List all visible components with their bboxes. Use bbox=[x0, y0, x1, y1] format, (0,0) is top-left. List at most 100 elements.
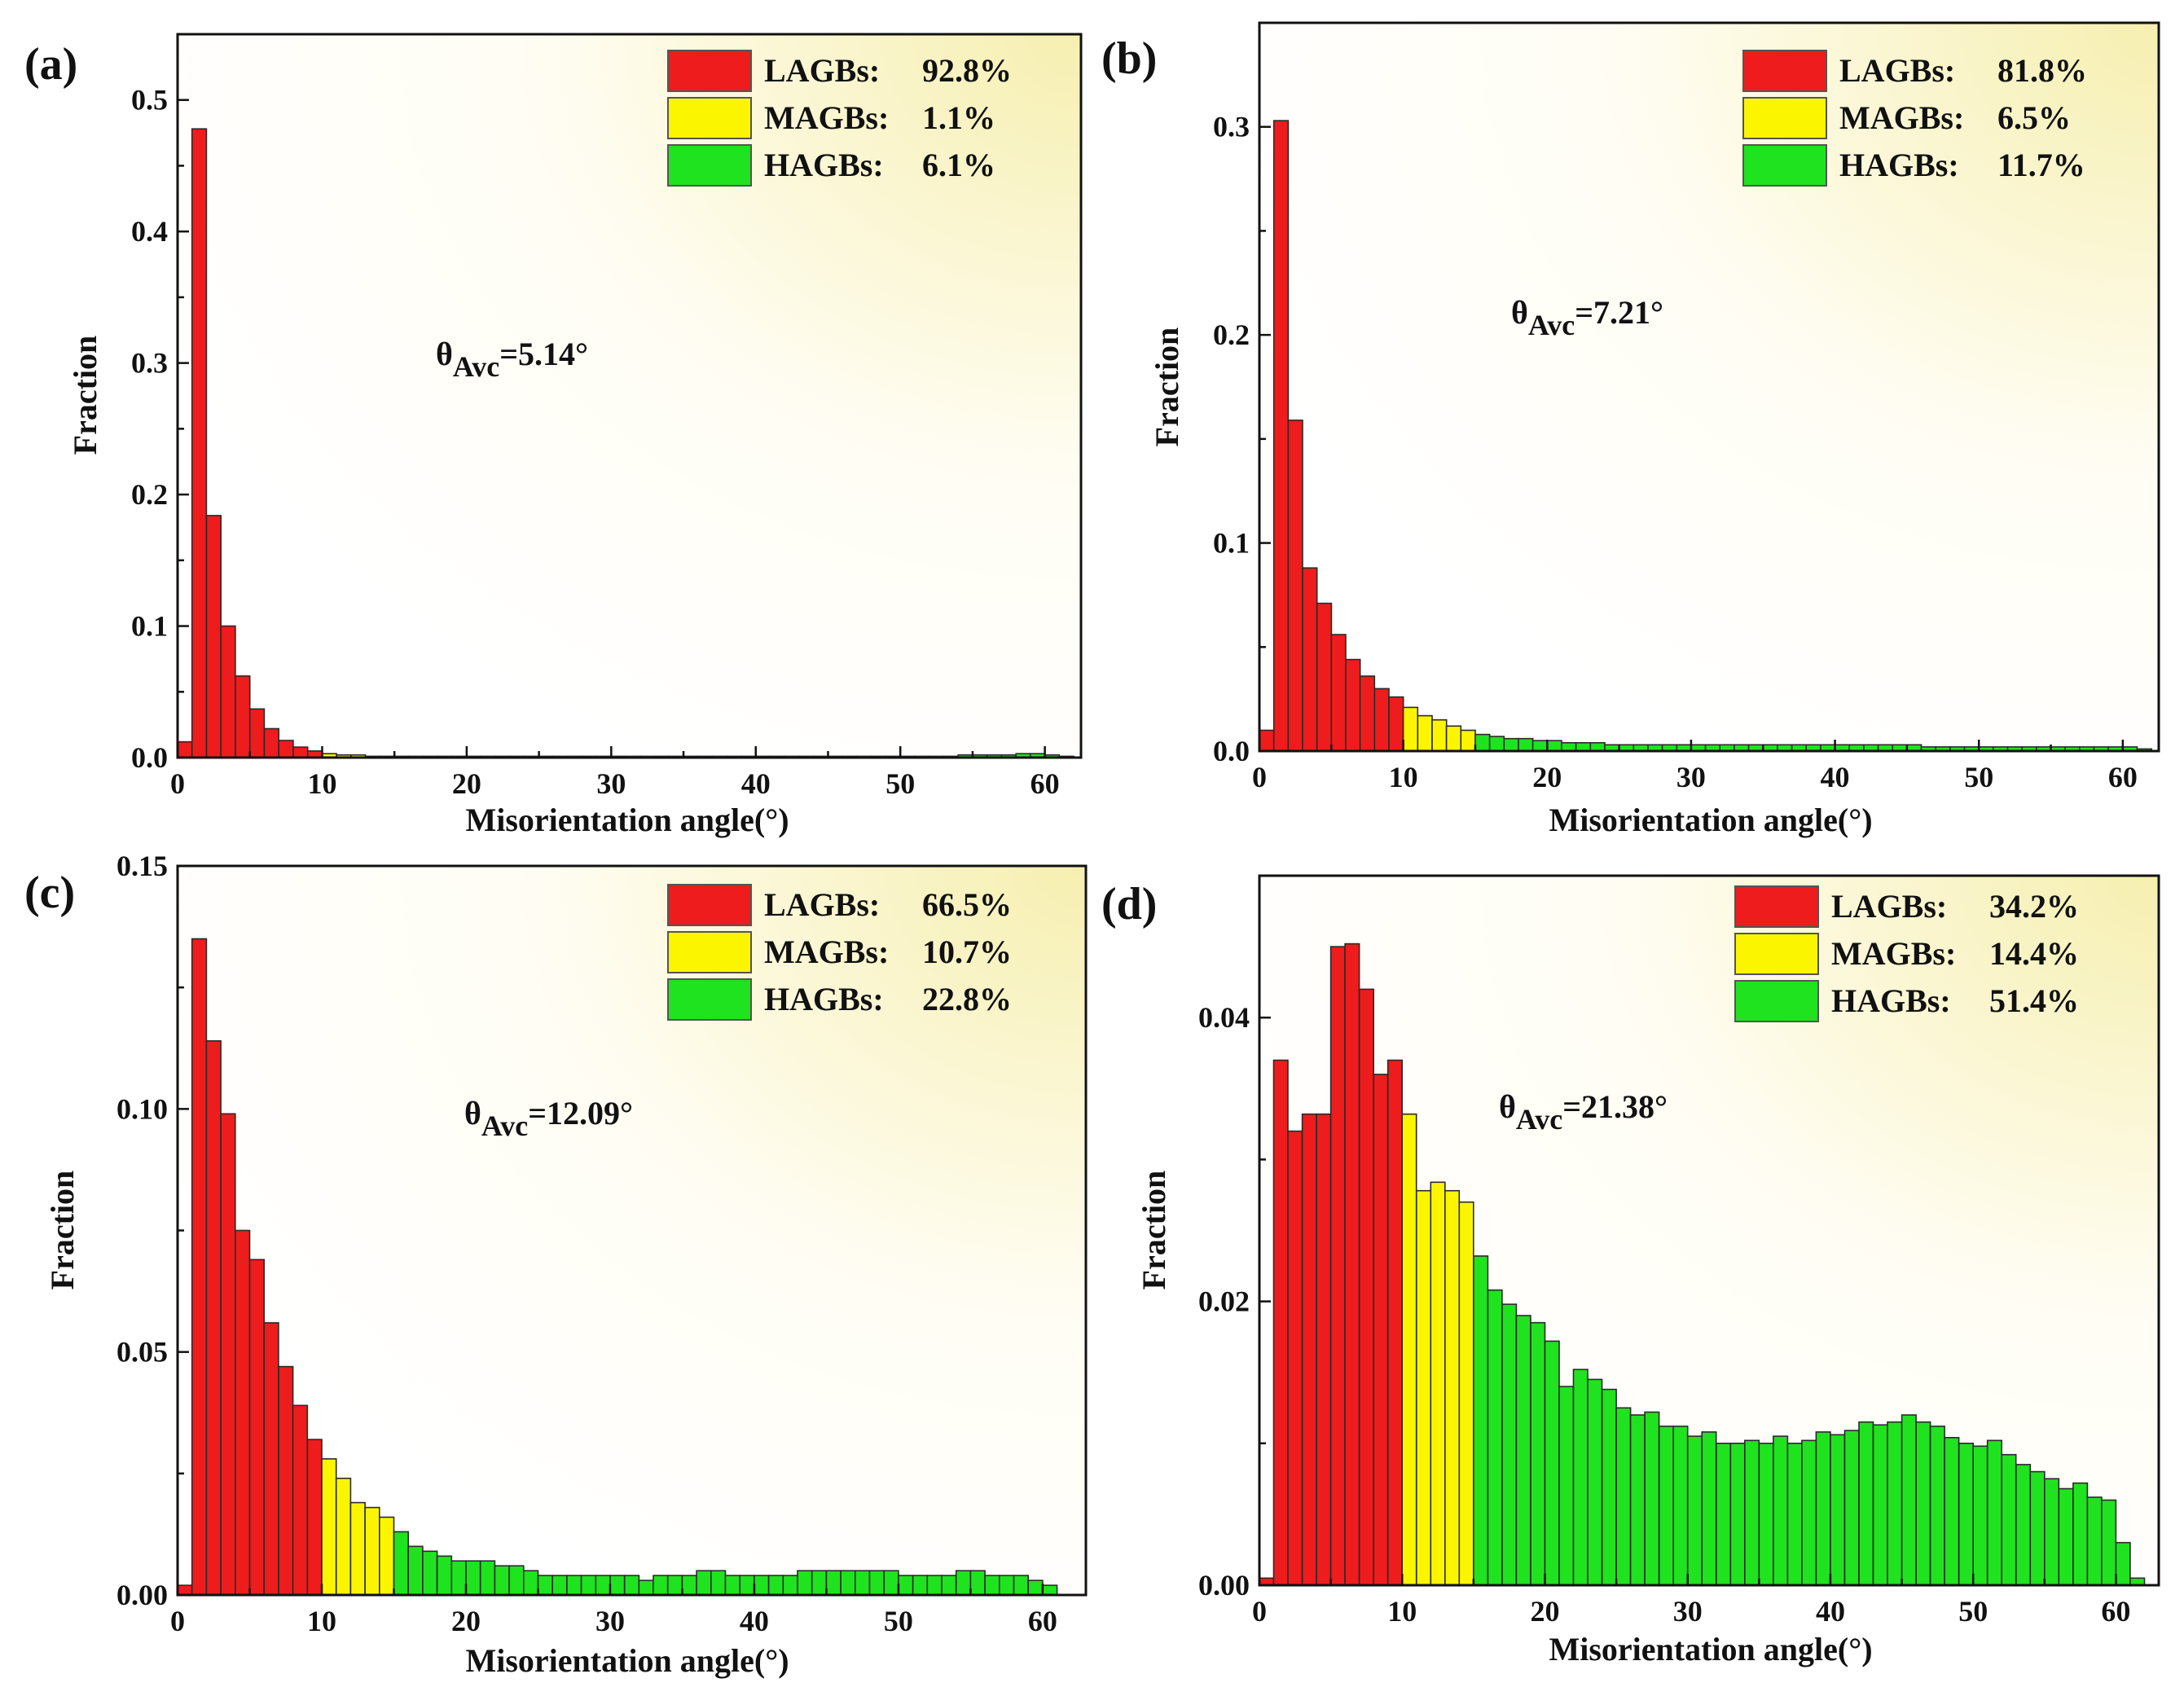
histogram-bar-magb bbox=[1417, 714, 1433, 752]
histogram-bar-hagb bbox=[2086, 1496, 2103, 1586]
histogram-bar-hagb bbox=[811, 1570, 828, 1596]
histogram-bar-lagb bbox=[1259, 729, 1275, 752]
histogram-bar-hagb bbox=[883, 1570, 899, 1596]
histogram-bar-hagb bbox=[999, 1575, 1015, 1596]
panel-a: 0 10 20 30 40 50 60 0.0 0.1 0.2 0.3 0.4 0.5 (a) Miso… bbox=[24, 33, 1083, 838]
legend-swatch-lagbs bbox=[1734, 885, 1819, 928]
x-tick-label: 10 bbox=[1387, 1595, 1417, 1628]
theta-symbol: θ bbox=[464, 1095, 481, 1131]
x-tick-label: 60 bbox=[1028, 1605, 1057, 1637]
histogram-bar-lagb bbox=[1330, 634, 1347, 752]
histogram-bar-hagb bbox=[1501, 1303, 1518, 1586]
y-tick-label: 0.0 bbox=[131, 741, 168, 774]
histogram-bar-hagb bbox=[494, 1565, 510, 1596]
histogram-bar-hagb bbox=[2001, 1453, 2017, 1586]
legend-value: 6.5% bbox=[1997, 99, 2071, 136]
axis-ticks: 0 10 20 30 40 50 60 0.00 0.02 0.04 bbox=[1198, 1001, 2130, 1628]
legend-value: 11.7% bbox=[1997, 147, 2085, 183]
histogram-bar-hagb bbox=[666, 1575, 683, 1596]
histogram-bar-hagb bbox=[898, 1575, 914, 1596]
x-axis-label: Misorientation angle(°) bbox=[465, 802, 789, 838]
y-tick-label: 0.4 bbox=[131, 215, 168, 248]
axis-ticks: 0 10 20 30 40 50 60 0.00 0.05 0.10 0.15 bbox=[116, 850, 1057, 1637]
axis-ticks: 0 10 20 30 40 50 60 0.0 0.1 0.2 0.3 0.4 0.5 bbox=[131, 84, 1060, 800]
legend-swatch-hagbs bbox=[1742, 144, 1827, 187]
legend-item-hagbs: HAGBs: 6.1% bbox=[667, 144, 995, 187]
legend-label: MAGBs: bbox=[764, 934, 889, 970]
histogram-bar-hagb bbox=[1589, 741, 1606, 752]
histogram-bar-magb bbox=[349, 1501, 366, 1596]
legend-item-hagbs: HAGBs: 11.7% bbox=[1742, 144, 2085, 187]
histogram-bar-lagb bbox=[292, 746, 309, 758]
histogram-bar-lagb bbox=[1359, 675, 1376, 752]
histogram-bar-hagb bbox=[1544, 1340, 1560, 1586]
histogram-bar-hagb bbox=[724, 1575, 741, 1596]
histogram-bar-hagb bbox=[580, 1575, 597, 1596]
legend-swatch-magbs bbox=[667, 931, 752, 973]
histogram-bar-lagb bbox=[1344, 942, 1360, 1586]
average-angle-value: =12.09° bbox=[528, 1095, 633, 1131]
histogram-bar-hagb bbox=[782, 1575, 798, 1596]
legend-item-magbs: MAGBs: 10.7% bbox=[667, 931, 1012, 973]
histogram-bar-hagb bbox=[1786, 1443, 1803, 1586]
histogram-bar-hagb bbox=[1572, 1369, 1589, 1586]
histogram-bar-hagb bbox=[825, 1570, 842, 1596]
y-tick-label: 0.10 bbox=[116, 1092, 168, 1125]
x-tick-label: 20 bbox=[452, 767, 481, 800]
x-tick-label: 60 bbox=[2101, 1595, 2130, 1628]
histogram-bar-lagb bbox=[177, 740, 193, 758]
legend-label: HAGBs: bbox=[1831, 982, 1951, 1019]
histogram-bar-magb bbox=[1431, 718, 1448, 752]
histogram-bar-hagb bbox=[2044, 1478, 2060, 1586]
histogram-bar-hagb bbox=[868, 1570, 885, 1596]
histogram-bar-hagb bbox=[1518, 737, 1534, 752]
histogram-bar-hagb bbox=[1629, 1414, 1646, 1586]
histogram-bar-lagb bbox=[278, 740, 294, 758]
y-tick-label: 0.1 bbox=[131, 610, 168, 643]
y-tick-label: 0.3 bbox=[1213, 111, 1250, 143]
legend: LAGBs: 34.2% MAGBs: 14.4% HAGBs: 51.4% bbox=[1734, 885, 2079, 1022]
legend-swatch-lagbs bbox=[667, 50, 752, 92]
legend-value: 51.4% bbox=[1989, 982, 2079, 1019]
theta-symbol: θ bbox=[1499, 1088, 1516, 1125]
legend: LAGBs: 66.5% MAGBs: 10.7% HAGBs: 22.8% bbox=[667, 884, 1012, 1021]
histogram-bar-hagb bbox=[479, 1560, 496, 1596]
plot-frame bbox=[1258, 874, 2160, 1587]
x-tick-label: 60 bbox=[2108, 761, 2138, 793]
plot-area bbox=[178, 34, 1081, 758]
histogram-bars bbox=[177, 938, 1058, 1596]
histogram-bar-hagb bbox=[1515, 1315, 1531, 1586]
x-tick-label: 0 bbox=[170, 767, 185, 800]
legend-label: HAGBs: bbox=[764, 147, 884, 183]
x-tick-label: 50 bbox=[884, 1605, 913, 1637]
histogram-bar-hagb bbox=[1986, 1439, 2002, 1586]
histogram-bar-hagb bbox=[508, 1565, 525, 1596]
histogram-bar-hagb bbox=[1901, 1414, 1917, 1586]
histogram-bar-hagb bbox=[1474, 733, 1491, 752]
axis-ticks: 0 10 20 30 40 50 60 0.0 0.1 0.2 0.3 bbox=[1213, 111, 2138, 793]
histogram-bar-hagb bbox=[710, 1570, 727, 1596]
legend-swatch-lagbs bbox=[1742, 50, 1827, 92]
histogram-bar-lagb bbox=[220, 625, 236, 758]
legend-swatch-hagbs bbox=[667, 144, 752, 187]
histogram-bar-lagb bbox=[1287, 1130, 1303, 1586]
histogram-bar-lagb bbox=[1329, 946, 1346, 1586]
histogram-bar-hagb bbox=[422, 1550, 438, 1596]
histogram-bar-hagb bbox=[595, 1575, 611, 1596]
histogram-bar-hagb bbox=[1830, 1434, 1846, 1586]
histogram-bar-lagb bbox=[278, 1365, 294, 1596]
histogram-bar-lagb bbox=[263, 1322, 279, 1596]
histogram-bar-lagb bbox=[191, 938, 208, 1596]
histogram-bar-lagb bbox=[1287, 420, 1303, 752]
y-axis-label: Fraction bbox=[44, 1171, 81, 1290]
histogram-bar-hagb bbox=[1801, 1439, 1817, 1586]
legend-label: LAGBs: bbox=[1839, 52, 1955, 89]
average-angle-value: =5.14° bbox=[499, 336, 588, 372]
x-tick-label: 50 bbox=[1964, 761, 1993, 793]
histogram-bar-hagb bbox=[1701, 1431, 1717, 1586]
legend-label: MAGBs: bbox=[1839, 99, 1964, 136]
histogram-bar-lagb bbox=[234, 1229, 251, 1596]
histogram-bar-lagb bbox=[1302, 567, 1318, 752]
histogram-bar-hagb bbox=[1530, 1321, 1546, 1586]
